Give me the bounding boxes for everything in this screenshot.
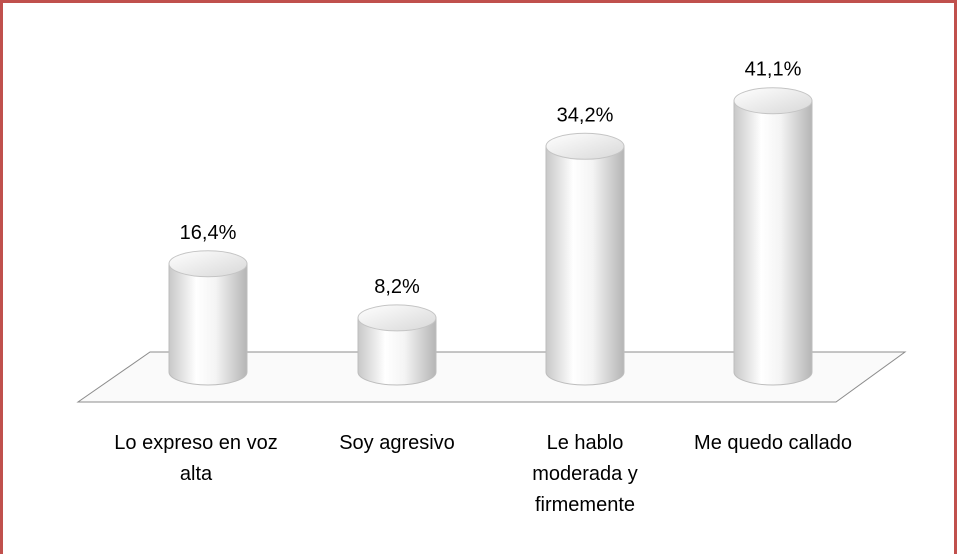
category-label: Me quedo callado <box>694 432 852 454</box>
cylinder-body <box>357 317 437 386</box>
cylinder <box>733 87 813 386</box>
cylinder <box>168 250 248 386</box>
category-label: Lo expreso en voz alta <box>114 432 278 485</box>
value-label: 34,2% <box>557 104 614 126</box>
category-label: Soy agresivo <box>339 432 455 454</box>
category-label: Le hablo moderada y firmemente <box>532 432 638 516</box>
cylinder <box>545 132 625 386</box>
cylinder-top <box>168 250 248 278</box>
cylinder-top <box>733 87 813 115</box>
cylinder-top <box>357 304 437 332</box>
cylinder-top <box>545 132 625 160</box>
floor <box>76 351 907 403</box>
cylinder-body <box>545 145 625 386</box>
cylinder-body <box>168 263 248 386</box>
cylinder <box>357 304 437 386</box>
value-label: 41,1% <box>745 59 802 81</box>
cylinder-body <box>733 100 813 386</box>
value-label: 16,4% <box>180 222 237 244</box>
value-label: 8,2% <box>374 276 420 298</box>
